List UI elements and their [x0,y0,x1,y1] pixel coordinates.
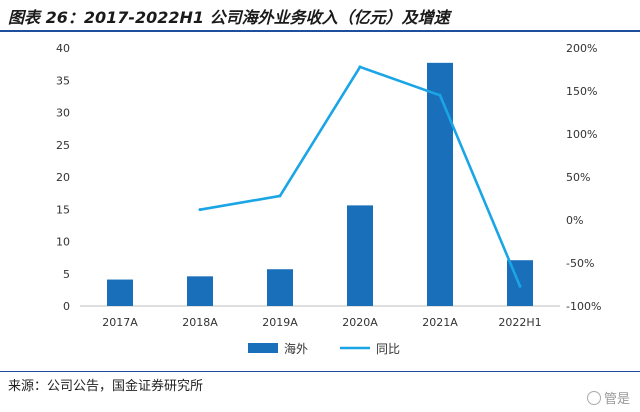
point-2019A [278,194,282,198]
title-bar: 图表 26：2017-2022H1 公司海外业务收入（亿元）及增速 [0,0,640,32]
y-left-tick-label: 10 [56,236,70,249]
y-left-tick-label: 40 [56,42,70,55]
bar-2020A [347,205,373,306]
y-left-tick-label: 20 [56,171,70,184]
x-tick-label: 2021A [422,316,458,329]
y-left-tick-label: 25 [56,139,70,152]
y-right-tick-label: -50% [566,257,594,270]
legend-label-bar: 海外 [284,341,308,356]
chart-title: 图表 26：2017-2022H1 公司海外业务收入（亿元）及增速 [8,8,450,27]
y-right-tick-label: 50% [566,171,590,184]
y-left-tick-label: 0 [63,300,70,313]
x-tick-label: 2022H1 [498,316,541,329]
y-left-tick-label: 5 [63,268,70,281]
point-2020A [358,65,362,69]
source-note: 来源：公司公告，国金证券研究所 [8,379,204,394]
y-right-tick-label: 0% [566,214,583,227]
watermark-text: 管是 [603,392,630,407]
x-tick-label: 2017A [102,316,138,329]
y-left-tick-label: 35 [56,74,70,87]
legend-swatch-bar [248,343,278,353]
y-left-tick-label: 30 [56,107,70,120]
chart-area: 0 5 10 15 20 25 30 35 40 -100% -50% 0% 50% 100% 150% 20… [56,42,601,356]
source-divider [0,371,640,372]
legend-label-line: 同比 [376,342,400,356]
point-2021A [438,93,442,97]
y-right-tick-label: -100% [566,300,601,313]
x-tick-label: 2020A [342,316,378,329]
x-tick-label: 2018A [182,316,218,329]
bar-2019A [267,269,293,306]
y-right-tick-label: 150% [566,85,597,98]
y-left-tick-label: 15 [56,203,70,216]
watermark: 管是 [586,388,630,407]
y-right-tick-label: 200% [566,42,597,55]
watermark-icon [586,391,601,405]
bar-2021A [427,62,453,307]
x-tick-label: 2019A [262,316,298,329]
y-right-tick-label: 100% [566,128,597,141]
bar-2018A [187,276,213,306]
point-2018A [198,208,202,212]
point-2022H1 [518,284,522,288]
bar-2017A [107,279,133,306]
